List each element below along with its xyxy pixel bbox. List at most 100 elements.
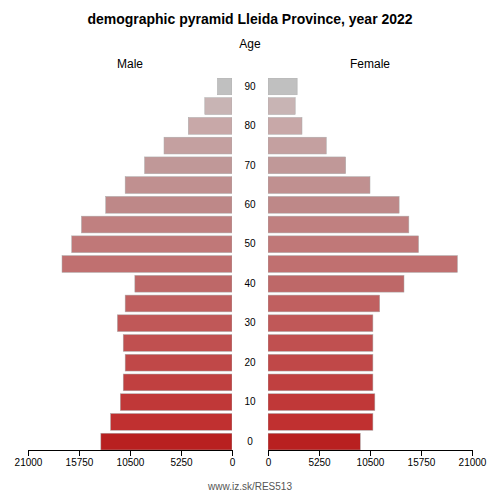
bar (188, 117, 232, 134)
y-tick-label: 10 (244, 396, 256, 407)
x-tick-label: 15750 (66, 457, 94, 468)
y-tick-label: 30 (244, 317, 256, 328)
bar (268, 433, 360, 450)
x-axis: 0 5250 10500 15750 21000 (266, 450, 487, 468)
bar (205, 98, 232, 115)
x-axis-line (29, 451, 233, 457)
x-tick-label: 5250 (308, 457, 331, 468)
bar (111, 413, 232, 430)
bar (268, 315, 373, 332)
bar (268, 413, 373, 430)
bar (268, 98, 295, 115)
bar (268, 157, 346, 174)
panel-title: Female (350, 57, 390, 71)
bar (164, 137, 232, 154)
footer: www.iz.sk/RES513 (207, 481, 292, 492)
y-axis: 0 10 20 30 40 50 60 70 80 90 (244, 81, 256, 447)
x-axis-line (269, 451, 473, 457)
x-tick: 0 (266, 450, 272, 468)
x-tick-label: 15750 (408, 457, 436, 468)
x-tick: 0 (230, 450, 236, 468)
x-tick-label: 5250 (170, 457, 193, 468)
x-tick-mark (421, 450, 422, 456)
y-tick: 90 (244, 81, 256, 92)
x-tick-mark (472, 450, 473, 456)
x-tick-mark (79, 450, 80, 456)
bar (145, 157, 232, 174)
bar (268, 78, 297, 95)
y-tick: 0 (247, 436, 253, 447)
x-tick-label: 21000 (15, 457, 43, 468)
x-tick-label: 10500 (357, 457, 385, 468)
x-tick: 15750 (66, 450, 94, 468)
x-tick: 5250 (308, 450, 331, 468)
x-tick: 21000 (15, 450, 43, 468)
y-tick: 60 (244, 199, 256, 210)
x-tick-mark (268, 450, 269, 456)
x-tick-mark (370, 450, 371, 456)
x-tick-mark (319, 450, 320, 456)
y-tick: 10 (244, 396, 256, 407)
bar (123, 374, 232, 391)
bar (117, 315, 232, 332)
x-tick: 15750 (408, 450, 436, 468)
bar (72, 236, 232, 253)
bar (268, 374, 373, 391)
bar (81, 216, 232, 233)
x-tick-label: 10500 (117, 457, 145, 468)
x-tick: 5250 (170, 450, 193, 468)
bar (268, 137, 326, 154)
bar (268, 196, 399, 213)
x-tick: 10500 (117, 450, 145, 468)
y-tick-label: 50 (244, 238, 256, 249)
bar (125, 295, 232, 312)
bar (106, 196, 232, 213)
bar (217, 78, 232, 95)
bar (268, 295, 380, 312)
background (0, 0, 500, 500)
x-tick-label: 0 (266, 457, 272, 468)
y-tick-label: 80 (244, 120, 256, 131)
x-tick-label: 0 (230, 457, 236, 468)
bar (268, 275, 404, 292)
bar (268, 117, 302, 134)
x-axis: 0 5250 10500 15750 21000 (15, 450, 236, 468)
y-tick: 40 (244, 278, 256, 289)
bar (101, 433, 232, 450)
x-tick-mark (130, 450, 131, 456)
y-tick: 30 (244, 317, 256, 328)
bars-0 (62, 78, 232, 450)
y-tick: 80 (244, 120, 256, 131)
y-tick-label: 40 (244, 278, 256, 289)
bar (268, 394, 375, 411)
x-tick-mark (232, 450, 233, 456)
y-tick: 20 (244, 357, 256, 368)
bar (268, 236, 419, 253)
x-tick: 21000 (459, 450, 487, 468)
x-tick-mark (181, 450, 182, 456)
chart: 05250105001575021000Male0525010500157502… (0, 0, 500, 500)
bar (268, 354, 373, 371)
x-tick-mark (28, 450, 29, 456)
panel-title: Male (117, 57, 143, 71)
bar (123, 335, 232, 352)
bars-1 (268, 78, 457, 450)
bar (125, 354, 232, 371)
bar (268, 256, 457, 273)
bar (125, 177, 232, 194)
bar (268, 216, 409, 233)
y-tick: 70 (244, 160, 256, 171)
y-tick-label: 60 (244, 199, 256, 210)
bar (120, 394, 232, 411)
y-tick-label: 0 (247, 436, 253, 447)
y-tick: 50 (244, 238, 256, 249)
x-tick-label: 21000 (459, 457, 487, 468)
y-tick-label: 20 (244, 357, 256, 368)
bar (135, 275, 232, 292)
bar (62, 256, 232, 273)
y-tick-label: 90 (244, 81, 256, 92)
title: demographic pyramid Lleida Province, yea… (87, 11, 412, 27)
y-axis-title: Age (239, 37, 261, 51)
y-tick-label: 70 (244, 160, 256, 171)
bar (268, 177, 370, 194)
